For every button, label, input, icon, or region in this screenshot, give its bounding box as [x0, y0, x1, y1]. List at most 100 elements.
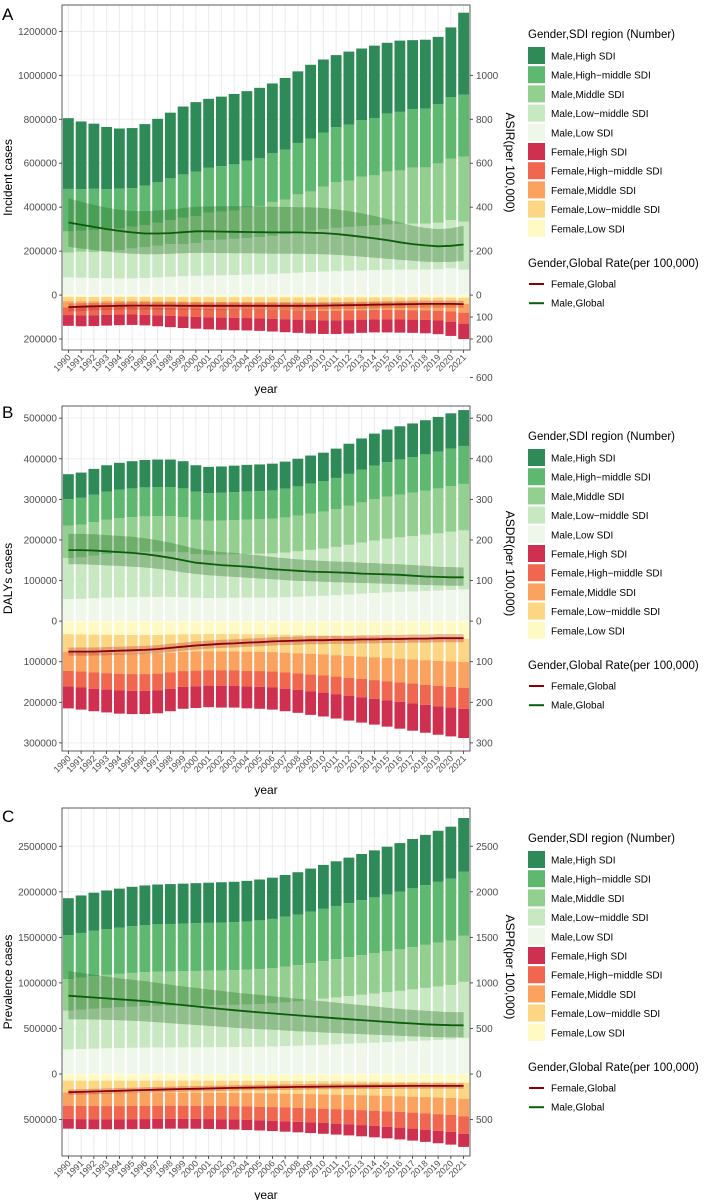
- bar-segment: [126, 1047, 138, 1075]
- legend: Gender,SDI region (Number) Male,High SDI M…: [528, 29, 699, 310]
- bar-segment: [101, 314, 113, 326]
- bar-segment: [190, 597, 202, 622]
- bar-segment: [419, 637, 431, 661]
- bar-segment: [279, 1074, 291, 1081]
- legend-swatch: [528, 219, 545, 237]
- bar-segment: [177, 106, 189, 175]
- bar-segment: [445, 27, 457, 98]
- bar-segment: [113, 973, 125, 1008]
- bar-segment: [215, 1106, 227, 1120]
- bar-segment: [458, 1082, 470, 1099]
- bar-segment: [113, 553, 125, 598]
- bar-segment: [190, 1092, 202, 1106]
- bar-segment: [113, 278, 125, 296]
- bar-segment: [152, 1080, 164, 1093]
- bar-segment: [126, 552, 138, 598]
- bar-segment: [203, 295, 215, 298]
- legend-label: Male,Middle SDI: [551, 492, 624, 503]
- bar-segment: [126, 296, 138, 302]
- legend-label: Male,Low SDI: [551, 128, 613, 139]
- legend-title: Gender,Global Rate(per 100,000): [528, 660, 699, 672]
- bar-segment: [164, 243, 176, 277]
- bar-segment: [445, 303, 457, 312]
- bar-segment: [215, 651, 227, 671]
- bar-segment: [292, 621, 304, 635]
- bar-segment: [368, 297, 380, 303]
- y2-tick-label: 100: [476, 576, 493, 587]
- bar-segment: [330, 477, 342, 509]
- y-tick-label: 100000: [24, 576, 58, 587]
- bar-segment: [139, 925, 151, 973]
- legend-swatch: [528, 487, 545, 505]
- bar-segment: [241, 553, 253, 598]
- bar-segment: [266, 634, 278, 653]
- bar-segment: [88, 1074, 100, 1081]
- bar-segment: [254, 295, 266, 298]
- bar-segment: [419, 660, 431, 685]
- bar-segment: [381, 658, 393, 682]
- legend-label: Female,Low SDI: [551, 626, 625, 637]
- bar-segment: [368, 636, 380, 658]
- bar-segment: [292, 272, 304, 296]
- bar-segment: [445, 311, 457, 322]
- bar-segment: [203, 1074, 215, 1081]
- bar-segment: [190, 465, 202, 492]
- bar-segment: [215, 466, 227, 493]
- bar-segment: [113, 188, 125, 229]
- bar-segment: [113, 1007, 125, 1049]
- y2-tick-label: 200: [476, 335, 493, 346]
- bar-segment: [113, 518, 125, 554]
- bar-segment: [75, 634, 87, 653]
- bar-segment: [343, 1124, 355, 1136]
- bar-segment: [241, 1074, 253, 1081]
- bar-segment: [139, 487, 151, 517]
- bar-segment: [177, 276, 189, 296]
- bar-segment: [317, 1081, 329, 1095]
- bar-segment: [279, 597, 291, 622]
- bar-segment: [139, 459, 151, 488]
- bar-segment: [330, 295, 342, 298]
- bar-segment: [407, 423, 419, 458]
- bar-segment: [113, 653, 125, 674]
- bar-segment: [126, 488, 138, 518]
- bar-segment: [228, 554, 240, 598]
- bar-segment: [152, 924, 164, 972]
- bar-segment: [445, 297, 457, 304]
- bar-segment: [113, 462, 125, 490]
- bar-segment: [368, 592, 380, 622]
- bar-segment: [203, 466, 215, 494]
- bar-segment: [266, 1093, 278, 1108]
- bar-segment: [113, 1092, 125, 1107]
- bar-segment: [458, 638, 470, 663]
- bar-segment: [190, 1080, 202, 1093]
- bar-segment: [101, 1119, 113, 1130]
- bar-segment: [101, 621, 113, 635]
- bar-segment: [305, 1122, 317, 1134]
- bar-segment: [292, 653, 304, 674]
- bar-segment: [407, 492, 419, 537]
- bar-segment: [356, 1081, 368, 1096]
- bar-segment: [394, 637, 406, 659]
- legend-swatch: [528, 583, 545, 601]
- bar-segment: [407, 295, 419, 298]
- bar-segment: [317, 186, 329, 230]
- bar-segment: [266, 967, 278, 1004]
- bar-segment: [164, 1118, 176, 1129]
- bar-segment: [266, 463, 278, 491]
- bar-segment: [432, 269, 444, 296]
- bar-segment: [88, 1119, 100, 1130]
- bars: [62, 12, 470, 340]
- bar-segment: [101, 1007, 113, 1049]
- bar-segment: [241, 921, 253, 970]
- bar-segment: [62, 188, 74, 232]
- y2-tick-label: 1000: [476, 978, 499, 989]
- bar-segment: [62, 1074, 74, 1081]
- y2-tick-label: 300: [476, 495, 493, 506]
- bar-segment: [279, 319, 291, 333]
- bar-segment: [177, 686, 189, 709]
- bar-segment: [88, 296, 100, 302]
- bar-segment: [139, 307, 151, 315]
- bar-segment: [75, 1049, 87, 1075]
- bar-segment: [177, 295, 189, 298]
- bar-segment: [279, 916, 291, 967]
